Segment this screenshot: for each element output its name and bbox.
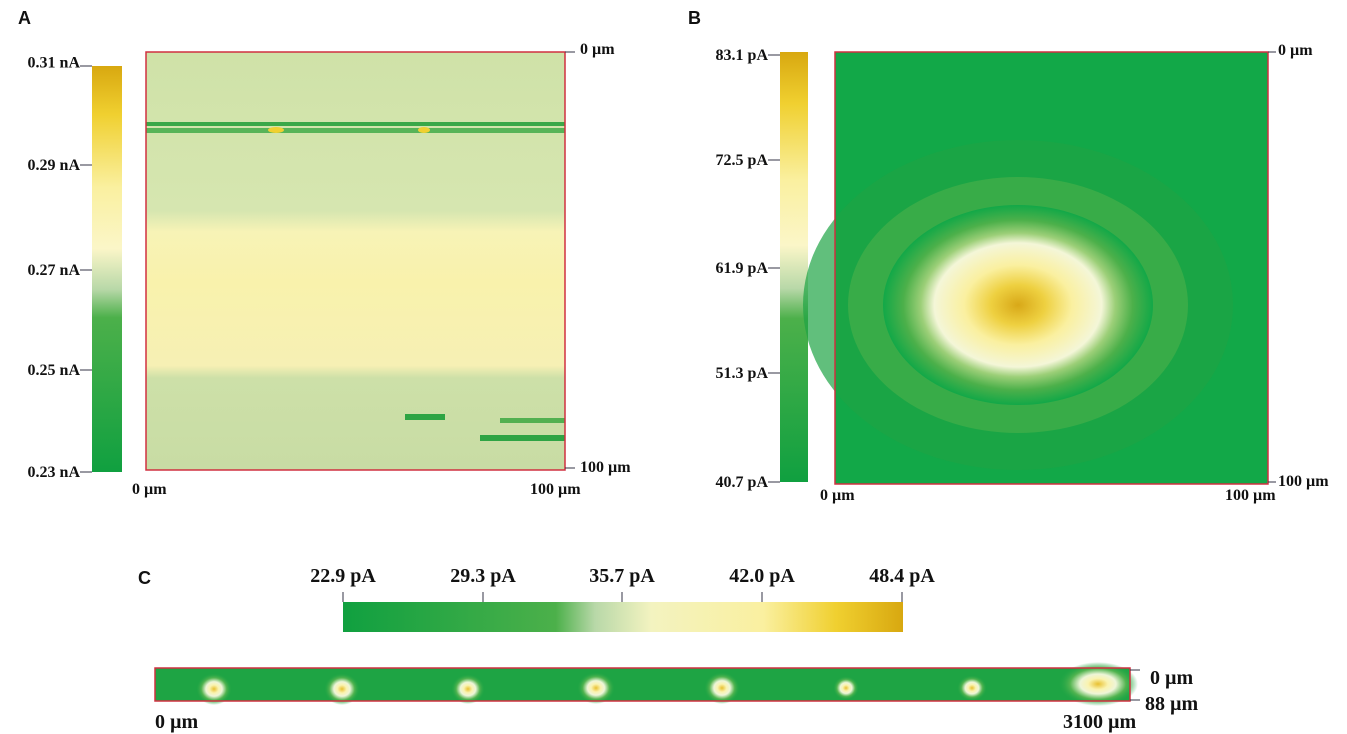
colorbar bbox=[92, 66, 122, 472]
image bbox=[154, 662, 1138, 706]
colorbar-label: 48.4 pA bbox=[869, 565, 935, 587]
panel-label: C bbox=[138, 568, 151, 588]
colorbar-label: 83.1 pA bbox=[716, 47, 769, 64]
colorbar-label: 22.9 pA bbox=[310, 565, 376, 587]
colorbar-label: 0.23 nA bbox=[28, 464, 81, 481]
axis-label: 100 µm bbox=[580, 459, 631, 476]
colorbar-label: 40.7 pA bbox=[716, 474, 769, 491]
panel-label: A bbox=[18, 8, 31, 28]
colorbar bbox=[343, 602, 903, 632]
colorbar-label: 42.0 pA bbox=[729, 565, 795, 587]
axis-label: 100 µm bbox=[1225, 487, 1276, 504]
axis-label: 0 µm bbox=[132, 481, 167, 498]
colorbar-label: 51.3 pA bbox=[716, 365, 769, 382]
colorbar-label: 29.3 pA bbox=[450, 565, 516, 587]
axis-label: 100 µm bbox=[1278, 473, 1329, 490]
colorbar-ticks bbox=[80, 65, 92, 473]
image bbox=[145, 51, 566, 471]
colorbar-label: 72.5 pA bbox=[716, 152, 769, 169]
colorbar-label: 0.31 nA bbox=[28, 55, 81, 72]
axis-label: 0 µm bbox=[580, 41, 615, 58]
colorbar-label: 61.9 pA bbox=[716, 260, 769, 277]
colorbar-label: 0.27 nA bbox=[28, 262, 81, 279]
axis-label: 3100 µm bbox=[1063, 711, 1137, 733]
image bbox=[803, 51, 1269, 485]
axis-label: 0 µm bbox=[820, 487, 855, 504]
axis-label: 0 µm bbox=[155, 711, 199, 733]
panel-label: B bbox=[688, 8, 701, 28]
axis-label: 100 µm bbox=[530, 481, 581, 498]
colorbar-label: 35.7 pA bbox=[589, 565, 655, 587]
colorbar-ticks bbox=[768, 54, 780, 483]
axis-label: 0 µm bbox=[1150, 667, 1194, 689]
axis-label: 88 µm bbox=[1145, 693, 1199, 715]
colorbar bbox=[780, 52, 808, 482]
axis-label: 0 µm bbox=[1278, 42, 1313, 59]
colorbar-ticks bbox=[342, 592, 903, 602]
colorbar-label: 0.25 nA bbox=[28, 362, 81, 379]
colorbar-label: 0.29 nA bbox=[28, 157, 81, 174]
